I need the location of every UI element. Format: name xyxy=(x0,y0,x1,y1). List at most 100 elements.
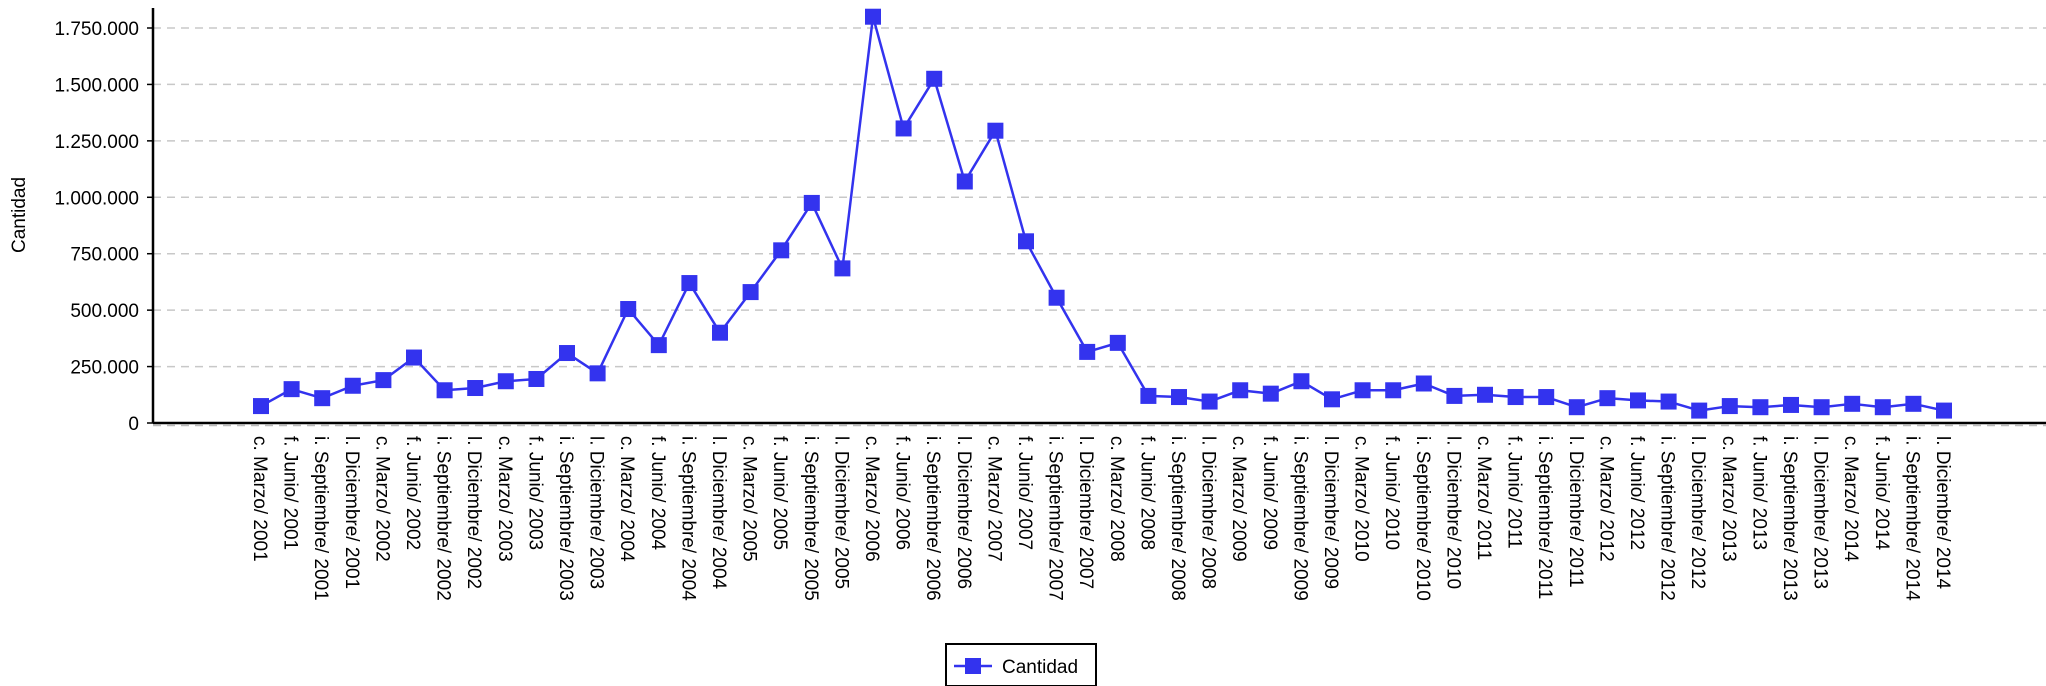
x-tick-label: f. Junio/ 2002 xyxy=(402,436,423,550)
data-point xyxy=(1232,382,1249,399)
data-point xyxy=(559,345,575,362)
data-point xyxy=(1446,387,1463,404)
x-tick-label: c. Marzo/ 2009 xyxy=(1228,436,1249,562)
x-tick-label: i. Septiembre/ 2004 xyxy=(677,436,698,601)
legend-series-label: Cantidad xyxy=(1002,657,1078,678)
data-point xyxy=(620,301,637,318)
x-tick-label: c. Marzo/ 2014 xyxy=(1840,436,1861,562)
data-point xyxy=(1721,398,1738,415)
y-tick-label: 250.000 xyxy=(70,358,139,379)
data-point xyxy=(1844,395,1861,412)
data-point xyxy=(1905,395,1922,412)
data-point xyxy=(650,337,667,354)
data-point xyxy=(803,194,820,211)
data-point xyxy=(1140,387,1157,404)
data-point xyxy=(528,370,545,387)
data-point xyxy=(589,365,606,382)
x-tick-label: l. Diciembre/ 2002 xyxy=(463,436,484,589)
x-tick-label: c. Marzo/ 2001 xyxy=(249,436,270,562)
y-tick-label: 0 xyxy=(128,414,139,435)
data-point xyxy=(436,382,453,399)
x-tick-label: f. Junio/ 2010 xyxy=(1381,436,1402,550)
x-tick-label: f. Junio/ 2008 xyxy=(1136,436,1157,550)
data-point xyxy=(1538,389,1555,406)
x-tick-label: f. Junio/ 2006 xyxy=(892,436,913,550)
series-line xyxy=(260,15,1945,412)
x-tick-label: c. Marzo/ 2013 xyxy=(1718,436,1739,562)
x-tick-label: f. Junio/ 2004 xyxy=(647,436,668,551)
x-tick-label: i. Septiembre/ 2005 xyxy=(800,436,821,601)
x-tick-label: c. Marzo/ 2003 xyxy=(494,436,515,562)
x-tick-label: c. Marzo/ 2004 xyxy=(616,436,637,562)
x-tick-label: l. Diciembre/ 2014 xyxy=(1932,436,1953,590)
data-point xyxy=(1752,399,1769,416)
x-tick-label: i. Septiembre/ 2011 xyxy=(1534,436,1555,599)
data-point xyxy=(314,390,331,407)
x-tick-label: f. Junio/ 2012 xyxy=(1626,436,1647,550)
data-point xyxy=(1201,393,1218,410)
x-tick-label: i. Septiembre/ 2001 xyxy=(310,436,331,601)
x-tick-label: l. Diciembre/ 2004 xyxy=(708,436,729,590)
legend-series-marker xyxy=(965,658,981,674)
x-tick-label: l. Diciembre/ 2009 xyxy=(1320,436,1341,589)
x-tick-label: l. Diciembre/ 2012 xyxy=(1687,436,1708,589)
data-point xyxy=(1171,389,1187,406)
data-point xyxy=(406,349,422,366)
y-axis-title: Cantidad xyxy=(9,177,30,253)
x-tick-label: c. Marzo/ 2011 xyxy=(1473,436,1494,560)
data-point xyxy=(865,8,881,25)
x-tick-label: i. Septiembre/ 2012 xyxy=(1657,436,1678,601)
data-point xyxy=(1660,393,1677,410)
data-point xyxy=(1018,233,1034,250)
data-point xyxy=(253,398,269,415)
x-tick-label: l. Diciembre/ 2007 xyxy=(1075,436,1096,589)
x-tick-label: f. Junio/ 2014 xyxy=(1871,436,1892,551)
data-point xyxy=(1874,399,1891,416)
x-tick-label: l. Diciembre/ 2003 xyxy=(586,436,607,589)
data-point xyxy=(1079,343,1096,360)
x-axis: c. Marzo/ 2001 f. Junio/ 2001 i. Septiembr… xyxy=(153,421,2046,601)
x-tick-label: i. Septiembre/ 2008 xyxy=(1167,436,1188,601)
legend[interactable]: Cantidad xyxy=(945,643,1097,686)
x-tick-label: i. Septiembre/ 2002 xyxy=(433,436,454,601)
plot-area xyxy=(253,8,1952,419)
data-point xyxy=(467,380,484,397)
x-tick-label: f. Junio/ 2003 xyxy=(524,436,545,550)
data-point xyxy=(1936,402,1952,419)
data-point xyxy=(742,284,759,301)
x-tick-label: i. Septiembre/ 2003 xyxy=(555,436,576,601)
data-point xyxy=(834,260,851,277)
x-tick-label: l. Diciembre/ 2008 xyxy=(1198,436,1219,589)
x-tick-label: f. Junio/ 2011 xyxy=(1504,436,1525,549)
data-point xyxy=(956,173,973,190)
y-tick-label: 1.500.000 xyxy=(54,75,139,96)
x-tick-label: i. Septiembre/ 2007 xyxy=(1045,436,1066,601)
data-point xyxy=(1293,373,1310,390)
x-tick-label: c. Marzo/ 2012 xyxy=(1595,436,1616,562)
y-tick-label: 1.750.000 xyxy=(54,19,139,40)
x-tick-label: l. Diciembre/ 2010 xyxy=(1442,436,1463,589)
data-point xyxy=(1415,375,1432,392)
x-tick-label: f. Junio/ 2009 xyxy=(1259,436,1280,550)
x-tick-label: l. Diciembre/ 2006 xyxy=(953,436,974,589)
x-tick-label: f. Junio/ 2007 xyxy=(1014,436,1035,550)
y-axis: 0 250.000 500.000 750.000 1.000.000 1.250.000… xyxy=(54,8,155,435)
data-point xyxy=(773,242,790,259)
x-tick-label: f. Junio/ 2005 xyxy=(769,436,790,550)
data-point xyxy=(1048,289,1065,306)
data-point xyxy=(497,373,514,390)
data-point xyxy=(375,372,392,389)
x-tick-label: c. Marzo/ 2006 xyxy=(861,436,882,562)
data-point xyxy=(1477,386,1493,403)
x-tick-label: i. Septiembre/ 2013 xyxy=(1779,436,1800,601)
data-point xyxy=(1813,399,1830,416)
x-tick-label: c. Marzo/ 2010 xyxy=(1351,436,1372,562)
x-tick-label: c. Marzo/ 2008 xyxy=(1106,436,1127,562)
x-tick-label: f. Junio/ 2013 xyxy=(1748,436,1769,550)
data-point xyxy=(1568,399,1585,416)
data-point xyxy=(712,324,728,341)
gridlines xyxy=(153,27,2046,368)
x-tick-label: l. Diciembre/ 2011 xyxy=(1565,436,1586,588)
data-point xyxy=(344,377,361,394)
data-point xyxy=(987,122,1004,139)
